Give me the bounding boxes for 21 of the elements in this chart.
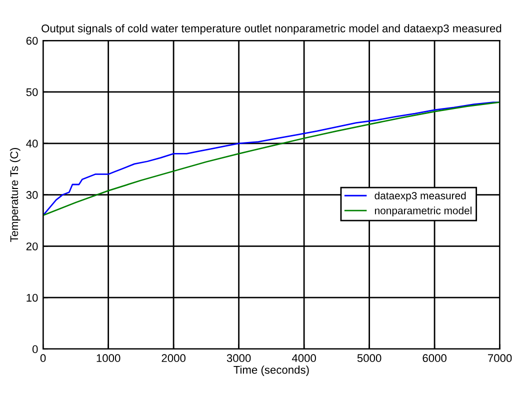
x-tick-label: 6000 xyxy=(422,354,446,362)
y-tick-label: 30 xyxy=(26,191,38,199)
x-tick-label: 2000 xyxy=(162,354,186,362)
x-tick-label: 1000 xyxy=(96,354,120,362)
y-tick-label: 20 xyxy=(26,242,38,250)
y-tick-label: 40 xyxy=(26,140,38,148)
y-tick-label: 60 xyxy=(26,36,38,45)
legend-label: nonparametric model xyxy=(375,206,472,216)
y-tick-label: 50 xyxy=(26,88,38,96)
y-tick-label: 0 xyxy=(32,345,38,354)
line-series xyxy=(43,102,500,216)
chart-title: Output signals of cold water temperature outlet nonparametric model and dataexp3 measured xyxy=(42,24,502,35)
legend-label: dataexp3 measured xyxy=(374,192,466,202)
x-tick-label: 4000 xyxy=(292,354,316,362)
y-axis-title: Temperature Ts (C) xyxy=(10,148,20,242)
x-tick-label: 5000 xyxy=(357,354,382,362)
x-tick-label: 0 xyxy=(40,354,46,362)
x-tick-label: 7000 xyxy=(488,354,512,362)
x-axis-title: Time (seconds) xyxy=(234,366,309,376)
y-tick-label: 10 xyxy=(26,294,38,302)
x-tick-label: 3000 xyxy=(226,354,251,362)
